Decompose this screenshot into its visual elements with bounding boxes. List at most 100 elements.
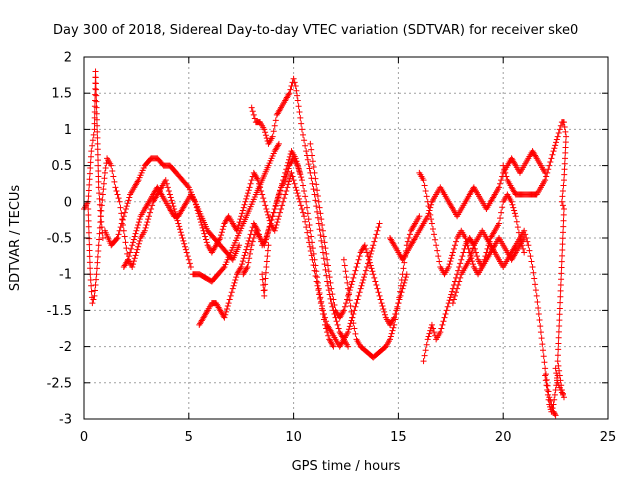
data-point <box>352 303 359 310</box>
data-point <box>324 278 331 285</box>
data-point <box>278 206 285 213</box>
data-point <box>368 248 375 255</box>
data-point <box>536 317 543 324</box>
data-point <box>218 232 225 239</box>
data-point <box>242 249 249 256</box>
data-point <box>344 296 351 303</box>
data-point <box>347 303 354 310</box>
data-point <box>271 122 278 129</box>
data-point <box>454 285 461 292</box>
data-point <box>94 259 101 266</box>
data-point <box>401 279 408 286</box>
data-point <box>298 206 305 213</box>
data-point <box>542 372 549 379</box>
data-point <box>368 265 375 272</box>
data-point <box>428 201 435 208</box>
data-point <box>421 352 428 359</box>
data-point <box>191 197 198 204</box>
data-point <box>387 336 394 343</box>
data-point <box>328 300 335 307</box>
data-point <box>240 255 247 262</box>
data-point <box>309 152 316 159</box>
data-point <box>180 237 187 244</box>
data-point <box>239 207 246 214</box>
data-point <box>539 341 546 348</box>
data-point <box>249 238 256 245</box>
series-arc-7 <box>248 75 352 350</box>
data-point <box>369 268 376 275</box>
data-point <box>287 86 294 93</box>
data-point <box>273 198 280 205</box>
data-point <box>135 240 142 247</box>
data-point <box>111 178 118 185</box>
data-point <box>244 240 251 247</box>
y-tick-label: -3 <box>59 413 72 428</box>
x-tick-label: 20 <box>495 430 512 445</box>
x-tick-label: 10 <box>285 430 302 445</box>
data-point <box>315 198 322 205</box>
data-point <box>323 250 330 257</box>
data-point <box>181 240 188 247</box>
data-point <box>267 220 274 227</box>
data-point <box>331 301 338 308</box>
data-point <box>397 282 404 289</box>
data-point <box>141 227 148 234</box>
data-point <box>551 396 558 403</box>
data-point <box>85 206 92 213</box>
data-point <box>118 220 125 227</box>
data-point <box>559 246 566 253</box>
data-point <box>534 298 541 305</box>
data-point <box>314 214 321 221</box>
data-point <box>275 216 282 223</box>
data-point <box>353 300 360 307</box>
data-point <box>558 264 565 271</box>
data-point <box>264 208 271 215</box>
data-point <box>307 140 314 147</box>
data-point <box>95 173 102 180</box>
data-point <box>262 269 269 276</box>
data-point <box>95 162 102 169</box>
data-point <box>557 293 564 300</box>
data-point <box>496 220 503 227</box>
data-point <box>535 311 542 318</box>
data-point <box>221 314 228 321</box>
data-point <box>482 253 489 260</box>
data-point <box>542 377 549 384</box>
data-point <box>449 252 456 259</box>
data-point <box>166 191 173 198</box>
data-point <box>325 332 332 339</box>
data-point <box>275 140 282 147</box>
data-point <box>373 282 380 289</box>
data-point <box>96 190 103 197</box>
data-point <box>441 314 448 321</box>
data-point <box>327 279 334 286</box>
data-point <box>301 137 308 144</box>
data-point <box>87 265 94 272</box>
data-point <box>251 115 258 122</box>
data-point <box>125 256 132 263</box>
data-point <box>352 330 359 337</box>
data-point <box>446 261 453 268</box>
data-point <box>92 80 99 87</box>
data-point <box>511 207 518 214</box>
data-point <box>542 177 549 184</box>
data-point <box>369 245 376 252</box>
data-point <box>466 256 473 263</box>
data-point <box>346 297 353 304</box>
data-point <box>406 231 413 238</box>
data-point <box>366 256 373 263</box>
data-points <box>81 68 570 419</box>
data-point <box>301 213 308 220</box>
data-point <box>480 260 487 267</box>
data-point <box>312 175 319 182</box>
data-point <box>283 171 290 178</box>
data-point <box>453 238 460 245</box>
data-point <box>551 145 558 152</box>
data-point <box>238 263 245 270</box>
data-point <box>262 281 269 288</box>
data-point <box>479 263 486 270</box>
data-point <box>300 209 307 216</box>
data-point <box>551 391 558 398</box>
data-point <box>445 263 452 270</box>
data-point <box>399 271 406 278</box>
